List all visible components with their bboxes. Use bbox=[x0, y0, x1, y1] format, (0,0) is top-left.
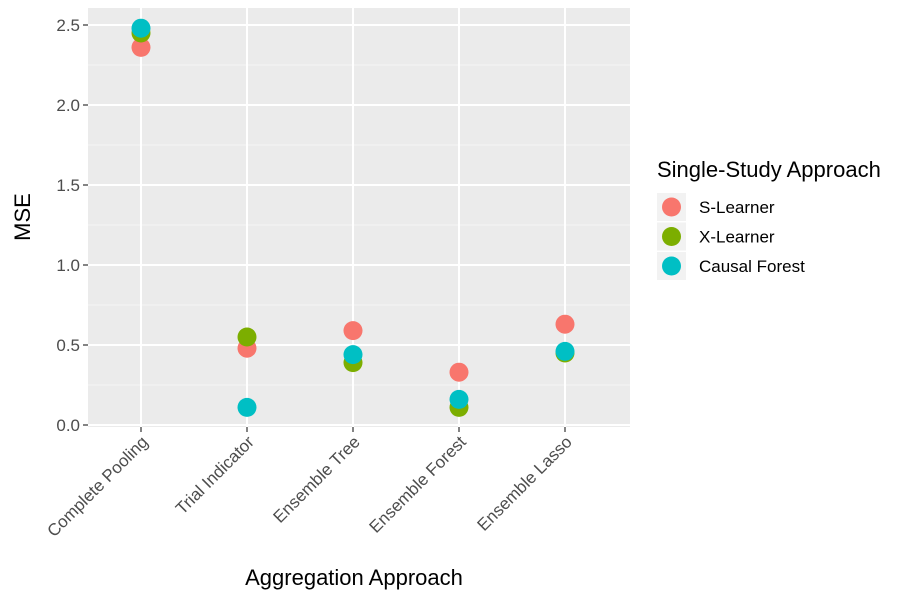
point-causal-forest bbox=[449, 389, 469, 409]
legend-title: Single-Study Approach bbox=[657, 157, 881, 182]
y-tick-label: 2.0 bbox=[56, 96, 80, 115]
legend-key bbox=[662, 256, 681, 276]
legend-label: X-Learner bbox=[699, 228, 775, 247]
legend-key bbox=[662, 227, 681, 246]
point-causal-forest bbox=[131, 18, 151, 38]
point-s-learner bbox=[555, 314, 575, 334]
legend-label: S-Learner bbox=[699, 198, 775, 217]
x-tick-label: Ensemble Forest bbox=[366, 432, 470, 536]
grid-minor bbox=[88, 64, 630, 386]
point-causal-forest bbox=[343, 345, 363, 365]
point-causal-forest bbox=[555, 341, 575, 361]
y-tick-label: 1.5 bbox=[56, 176, 80, 195]
data-points bbox=[131, 18, 575, 417]
point-s-learner bbox=[343, 321, 363, 341]
y-tick-label: 2.5 bbox=[56, 16, 80, 35]
y-axis: 0.0 0.5 1.0 1.5 2.0 2.5 bbox=[56, 16, 88, 435]
y-tick-label: 0.5 bbox=[56, 336, 80, 355]
point-s-learner bbox=[449, 362, 469, 382]
point-s-learner bbox=[131, 37, 151, 57]
y-axis-title: MSE bbox=[10, 193, 35, 241]
point-causal-forest bbox=[237, 397, 257, 417]
x-tick-label: Complete Pooling bbox=[43, 432, 151, 540]
x-tick-label: Trial Indicator bbox=[172, 432, 258, 518]
y-tick-label: 0.0 bbox=[56, 416, 80, 435]
point-x-learner bbox=[237, 327, 257, 347]
x-axis-title: Aggregation Approach bbox=[245, 565, 463, 590]
grid-major bbox=[88, 8, 630, 427]
y-tick-label: 1.0 bbox=[56, 256, 80, 275]
x-axis: Complete Pooling Trial Indicator Ensemble … bbox=[43, 427, 576, 541]
legend-key bbox=[662, 197, 681, 217]
x-tick-label: Ensemble Lasso bbox=[474, 432, 576, 534]
legend-label: Causal Forest bbox=[699, 257, 805, 276]
legend: Single-Study Approach S-Learner X-Learner… bbox=[657, 157, 881, 280]
x-tick-label: Ensemble Tree bbox=[270, 432, 364, 526]
